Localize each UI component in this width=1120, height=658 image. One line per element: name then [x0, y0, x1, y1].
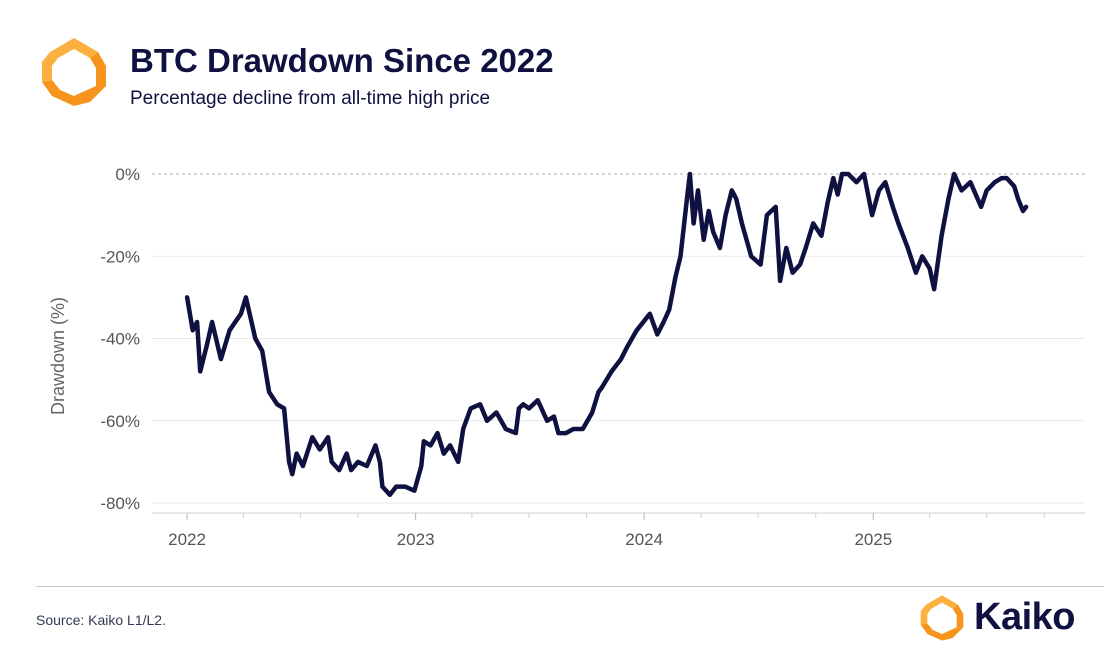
- grid-lines: [152, 173, 1085, 504]
- y-tick-label: 0%: [115, 165, 140, 184]
- chart-subtitle: Percentage decline from all-time high pr…: [130, 88, 491, 109]
- kaiko-brand-icon: [920, 595, 964, 641]
- axes: 0% -20% -40% -60% -80% 2022 2023 2024 2025: [100, 165, 1085, 549]
- drawdown-line-chart: 0% -20% -40% -60% -80% 2022 2023 2024 2025 Drawd…: [48, 165, 1085, 549]
- y-tick-label: -40%: [100, 330, 140, 349]
- drawdown-series-line: [184, 171, 1029, 498]
- x-tick-label: 2023: [397, 530, 435, 549]
- brand-mark: Kaiko: [918, 594, 1098, 642]
- brand-name: Kaiko: [974, 596, 1075, 638]
- y-tick-label: -80%: [100, 494, 140, 513]
- x-tick-label: 2024: [625, 530, 663, 549]
- kaiko-logo-icon: [42, 38, 106, 106]
- y-tick-label: -20%: [100, 247, 140, 266]
- y-axis-title: Drawdown (%): [48, 297, 68, 415]
- series-layer: [184, 171, 1029, 498]
- y-tick-label: -60%: [100, 412, 140, 431]
- x-tick-label: 2022: [168, 530, 206, 549]
- chart-header: BTC Drawdown Since 2022 Percentage decli…: [38, 36, 1098, 116]
- footer-divider: [36, 586, 1104, 587]
- x-tick-label: 2025: [854, 530, 892, 549]
- source-note: Source: Kaiko L1/L2.: [36, 612, 166, 628]
- chart-title: BTC Drawdown Since 2022: [130, 42, 554, 79]
